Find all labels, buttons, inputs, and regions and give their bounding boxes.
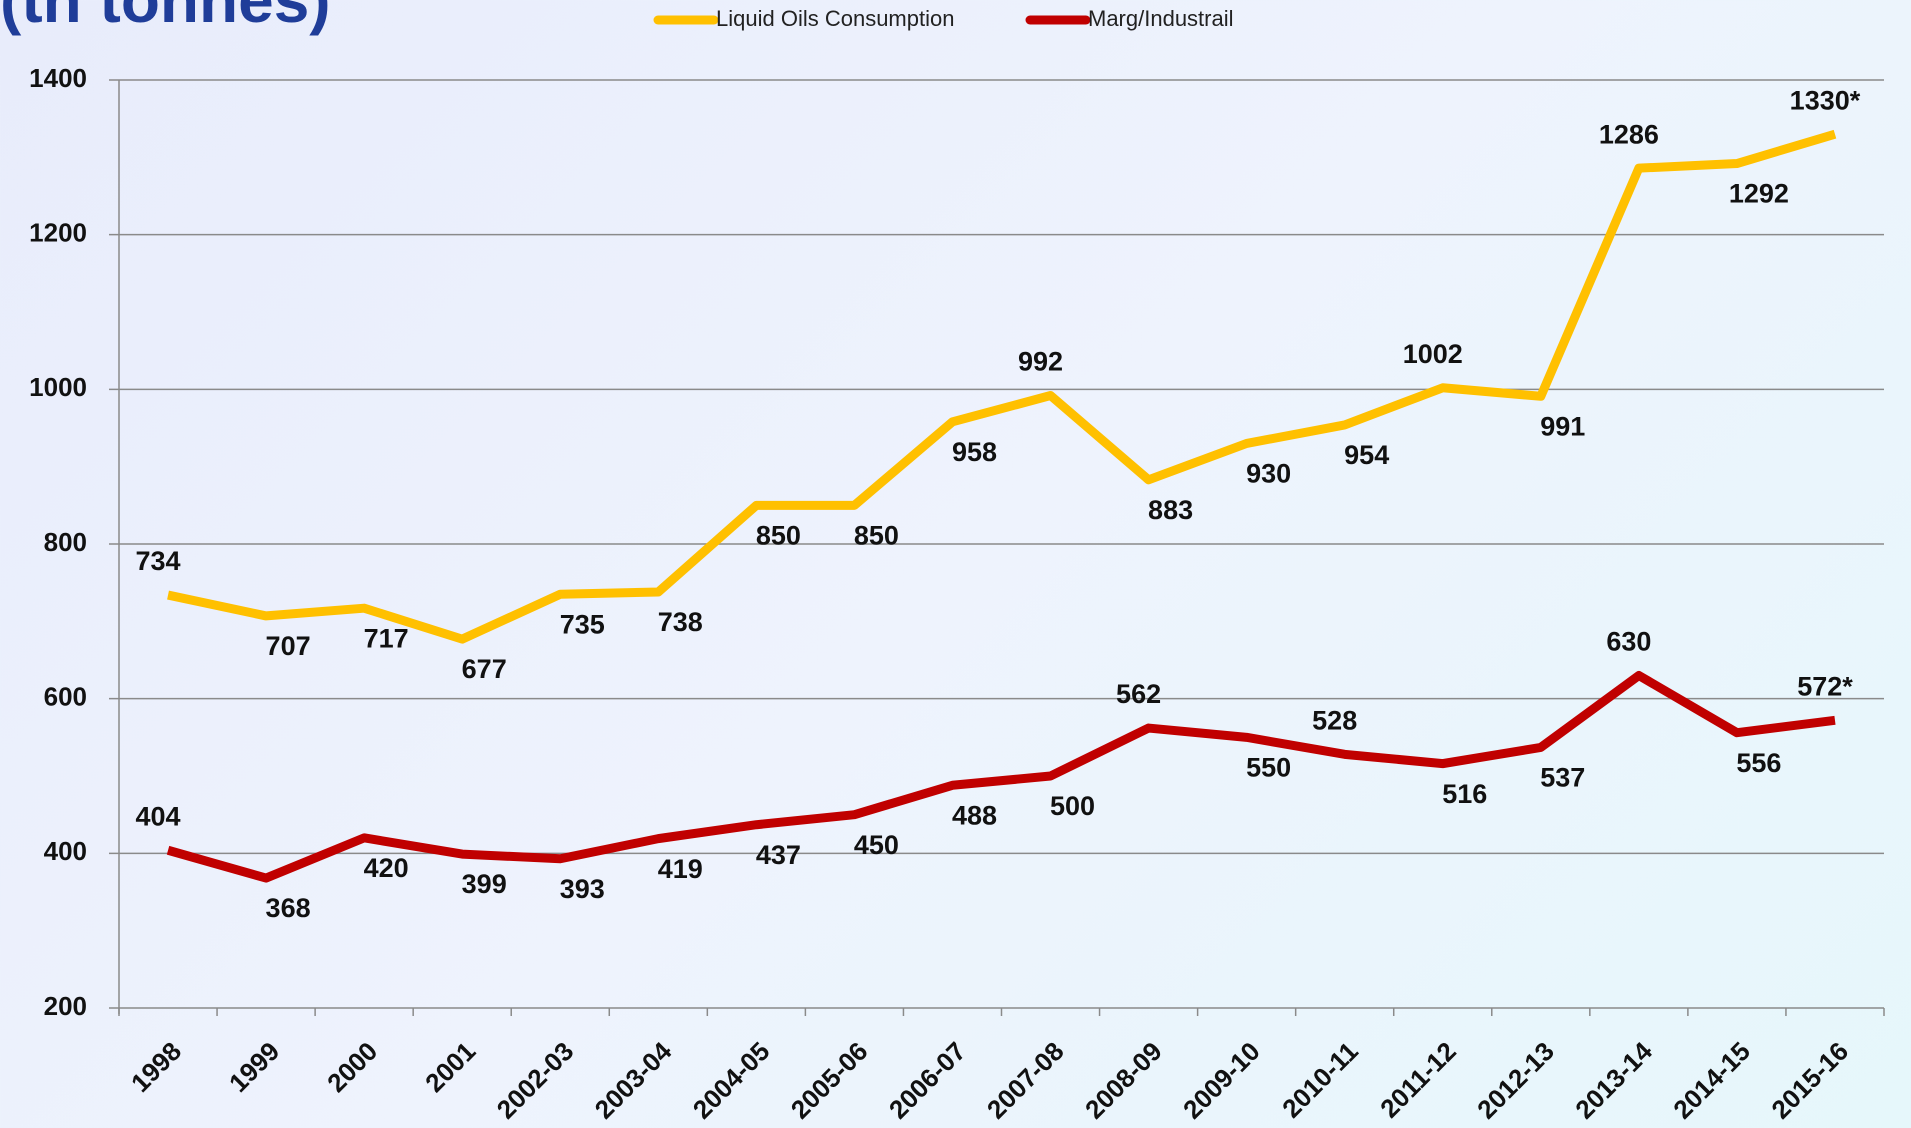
data-label: 500	[1050, 791, 1095, 821]
data-label: 991	[1540, 411, 1585, 441]
x-tick-label: 2005-06	[785, 1036, 874, 1125]
data-label: 850	[756, 520, 801, 550]
data-label: 1286	[1599, 119, 1659, 149]
legend-label: Marg/Industrail	[1088, 6, 1234, 31]
y-tick-label: 800	[44, 527, 87, 557]
x-tick-label: 2007-08	[981, 1036, 1070, 1125]
x-tick-label: 2003-04	[589, 1036, 678, 1125]
y-tick-label: 600	[44, 682, 87, 712]
data-label: 717	[364, 623, 409, 653]
x-tick-label: 1999	[223, 1036, 285, 1098]
data-label: 930	[1246, 459, 1291, 489]
data-label: 735	[560, 609, 605, 639]
data-label: 707	[266, 631, 311, 661]
data-label: 734	[135, 546, 180, 576]
data-label: 954	[1344, 440, 1389, 470]
x-tick-label: 2008-09	[1079, 1036, 1168, 1125]
data-label: 516	[1442, 779, 1487, 809]
y-tick-label: 400	[44, 836, 87, 866]
data-label: 420	[364, 853, 409, 883]
data-label: 850	[854, 520, 899, 550]
data-label: 550	[1246, 752, 1291, 782]
y-tick-label: 200	[44, 991, 87, 1021]
x-tick-label: 2002-03	[491, 1036, 580, 1125]
x-tick-label: 2012-13	[1471, 1036, 1560, 1125]
data-label: 1292	[1729, 179, 1789, 209]
data-label: 437	[756, 840, 801, 870]
data-label: 399	[462, 869, 507, 899]
data-label: 450	[854, 830, 899, 860]
y-tick-label: 1000	[29, 372, 87, 402]
data-label: 958	[952, 437, 997, 467]
data-label: 1330*	[1790, 85, 1861, 115]
x-tick-label: 2009-10	[1177, 1036, 1266, 1125]
line-series	[166, 670, 1836, 883]
x-tick-label: 2014-15	[1667, 1036, 1756, 1125]
x-tick-label: 2001	[419, 1036, 481, 1098]
data-label: 1002	[1403, 339, 1463, 369]
y-tick-label: 1200	[29, 218, 87, 248]
data-label: 562	[1116, 679, 1161, 709]
data-label: 883	[1148, 495, 1193, 525]
data-label: 404	[135, 801, 180, 831]
data-label: 393	[560, 874, 605, 904]
data-label: 419	[658, 854, 703, 884]
data-label: 630	[1606, 627, 1651, 657]
x-tick-label: 2011-12	[1374, 1036, 1462, 1124]
x-tick-label: 2013-14	[1569, 1036, 1658, 1125]
data-label: 368	[266, 893, 311, 923]
data-label: 556	[1736, 748, 1781, 778]
data-label: 537	[1540, 763, 1585, 793]
line-series	[167, 129, 1837, 644]
x-tick-label: 2004-05	[687, 1036, 776, 1125]
x-tick-label: 2015-16	[1765, 1036, 1854, 1125]
x-tick-label: 2006-07	[883, 1036, 972, 1125]
data-label: 528	[1312, 705, 1357, 735]
x-tick-label: 2000	[321, 1036, 383, 1098]
chart-title: (tn tonnes)	[0, 0, 331, 36]
x-tick-label: 1998	[125, 1036, 187, 1098]
data-label: 677	[462, 654, 507, 684]
data-label: 488	[952, 800, 997, 830]
data-label: 738	[658, 607, 703, 637]
legend-label: Liquid Oils Consumption	[716, 6, 954, 31]
x-tick-label: 2010-11	[1276, 1036, 1364, 1124]
data-label: 572*	[1797, 671, 1853, 701]
y-tick-label: 1400	[29, 63, 87, 93]
data-label: 992	[1018, 347, 1063, 377]
